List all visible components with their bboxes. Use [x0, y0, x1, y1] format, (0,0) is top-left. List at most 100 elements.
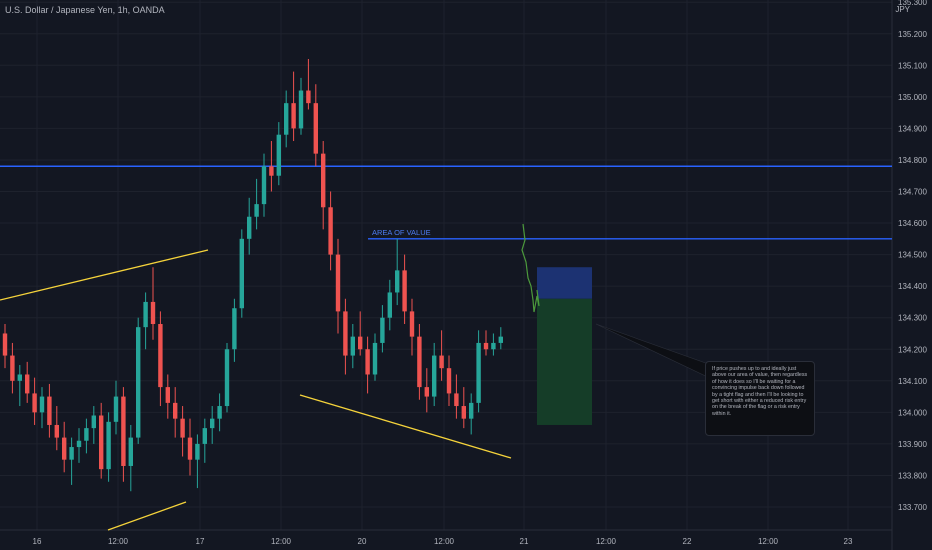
candle-body: [217, 406, 222, 419]
trendline: [107, 501, 187, 531]
candle-body: [113, 396, 119, 422]
y-tick-label: 135.000: [898, 93, 927, 102]
trendline: [299, 394, 512, 459]
x-tick-label: 21: [520, 537, 529, 546]
candle-body: [128, 437, 133, 466]
y-tick-label: 133.700: [898, 503, 927, 512]
candle-body: [10, 355, 15, 381]
area-of-value-label: AREA OF VALUE: [372, 228, 431, 237]
candle-body: [106, 421, 111, 470]
candle-body: [150, 301, 156, 325]
y-tick-label: 134.700: [898, 188, 927, 197]
y-tick-label: 134.500: [898, 251, 927, 260]
y-tick-label: 134.400: [898, 282, 927, 291]
candle-body: [491, 342, 496, 350]
y-tick-label: 134.900: [898, 124, 927, 133]
candle-body: [298, 90, 304, 129]
candle-body: [343, 311, 348, 356]
candle-body: [284, 103, 289, 135]
candle-body: [91, 415, 96, 429]
currency-label: JPY: [895, 5, 910, 14]
candle-body: [25, 374, 30, 394]
candle-body: [358, 336, 363, 350]
stop-loss-zone: [537, 267, 592, 299]
x-tick-label: 17: [196, 537, 205, 546]
candle-body: [365, 349, 370, 375]
candle-body: [469, 402, 474, 419]
x-tick-label: 12:00: [758, 537, 779, 546]
y-tick-label: 134.800: [898, 156, 927, 165]
candle-body: [328, 207, 333, 255]
candle-body: [158, 324, 163, 388]
candle-body: [202, 428, 207, 444]
x-tick-label: 23: [844, 537, 853, 546]
candle-body: [121, 396, 126, 466]
candle-body: [232, 308, 237, 350]
candle-body: [239, 238, 244, 309]
profit-target-zone: [537, 298, 592, 425]
candle-body: [335, 254, 341, 312]
candle-body: [173, 402, 178, 419]
x-tick-label: 12:00: [108, 537, 129, 546]
candle-body: [76, 440, 82, 448]
candle-body: [402, 270, 407, 312]
y-tick-label: 135.100: [898, 61, 927, 70]
candle-body: [136, 327, 141, 438]
candle-body: [372, 342, 378, 375]
candle-body: [409, 311, 415, 337]
candle-body: [269, 166, 274, 176]
y-tick-label: 134.300: [898, 314, 927, 323]
y-tick-label: 134.100: [898, 377, 927, 386]
candle-body: [439, 355, 444, 369]
candle-body: [446, 368, 452, 394]
candle-body: [483, 342, 489, 350]
x-tick-label: 20: [358, 537, 367, 546]
candle-body: [84, 428, 89, 441]
y-tick-label: 135.200: [898, 30, 927, 39]
candle-body: [195, 443, 200, 460]
candle-body: [54, 424, 59, 438]
candle-body: [165, 387, 170, 403]
candle-body: [461, 406, 466, 419]
candle-body: [432, 355, 437, 397]
candle-body: [395, 270, 400, 293]
candle-body: [380, 317, 385, 343]
x-tick-label: 12:00: [271, 537, 292, 546]
candle-body: [261, 166, 267, 205]
y-tick-label: 134.600: [898, 219, 927, 228]
projected-price-path: [521, 223, 540, 313]
candle-body: [180, 418, 185, 438]
candle-body: [62, 437, 67, 460]
x-tick-label: 12:00: [434, 537, 455, 546]
trendline: [0, 249, 209, 301]
chart-title: U.S. Dollar / Japanese Yen, 1h, OANDA: [5, 5, 165, 15]
candle-body: [454, 393, 459, 407]
candle-body: [17, 374, 22, 381]
candle-body: [99, 415, 104, 470]
candle-body: [276, 134, 281, 176]
candle-body: [321, 153, 326, 208]
candle-body: [224, 349, 230, 407]
candle-body: [69, 447, 74, 460]
x-tick-label: 22: [683, 537, 692, 546]
y-tick-label: 134.000: [898, 408, 927, 417]
trade-note[interactable]: If price pushes up to and ideally just a…: [705, 361, 815, 436]
y-tick-label: 135.300: [898, 0, 927, 7]
candle-body: [387, 292, 392, 318]
candle-body: [47, 396, 52, 425]
y-tick-label: 133.900: [898, 440, 927, 449]
candle-body: [143, 301, 148, 328]
candle-body: [417, 336, 422, 388]
candle-body: [32, 393, 37, 413]
candle-body: [476, 342, 481, 403]
candle-body: [39, 396, 45, 413]
candle-body: [313, 103, 318, 154]
candle-body: [2, 333, 8, 356]
candle-body: [210, 418, 215, 429]
candle-body: [291, 103, 296, 129]
candle-body: [254, 204, 259, 217]
candle-body: [306, 90, 311, 104]
x-tick-label: 16: [33, 537, 42, 546]
candle-body: [187, 437, 193, 460]
